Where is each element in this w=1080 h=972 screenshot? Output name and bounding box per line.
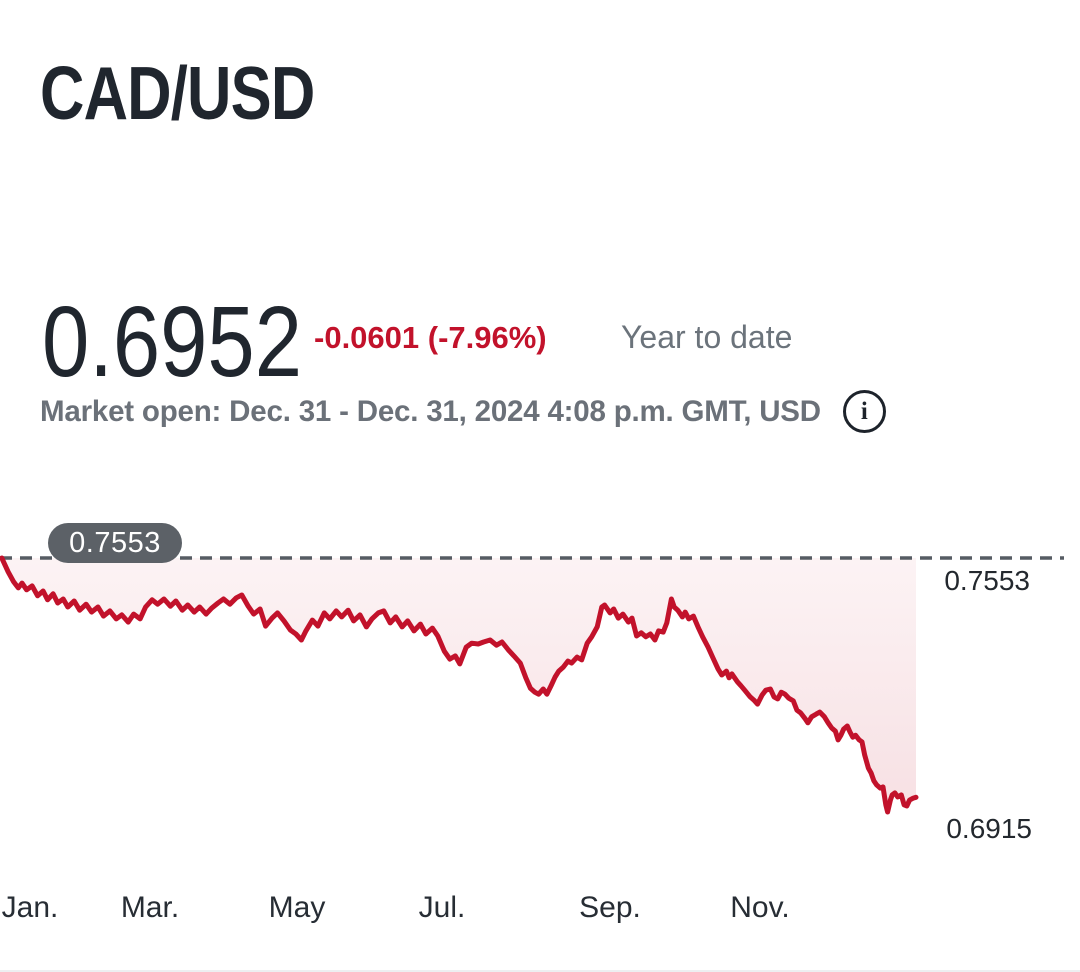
period-label: Year to date <box>621 319 793 355</box>
price-chart[interactable]: 0.7553 0.7553 0.6915 <box>0 523 1080 878</box>
x-tick-may: May <box>268 891 326 924</box>
price-change: -0.0601 (-7.96%) <box>314 320 547 355</box>
x-tick-nov: Nov. <box>730 891 790 924</box>
price-line <box>0 555 919 815</box>
x-tick-jul: Jul. <box>418 891 466 924</box>
x-tick-sep: Sep. <box>579 891 641 924</box>
y-axis-label-min: 0.6915 <box>946 813 1032 844</box>
x-tick-mar: Mar. <box>120 891 180 924</box>
price-chart-canvas[interactable] <box>0 548 1080 878</box>
area-fill <box>1 558 917 812</box>
info-icon[interactable]: i <box>842 390 886 433</box>
current-price: 0.6952 <box>42 286 302 398</box>
x-axis: Jan. Mar. May Jul. Sep. Nov. <box>0 891 1080 931</box>
quote-price-block: 0.6952 <box>42 292 304 402</box>
y-axis-label-max: 0.7553 <box>944 565 1030 596</box>
market-status: Market open: Dec. 31 - Dec. 31, 2024 4:0… <box>40 394 821 428</box>
baseline-badge: 0.7553 <box>48 523 182 563</box>
market-status-row: Market open: Dec. 31 - Dec. 31, 2024 4:0… <box>40 390 886 433</box>
x-tick-jan: Jan. <box>1 891 59 924</box>
page-title: CAD/USD <box>40 51 315 135</box>
